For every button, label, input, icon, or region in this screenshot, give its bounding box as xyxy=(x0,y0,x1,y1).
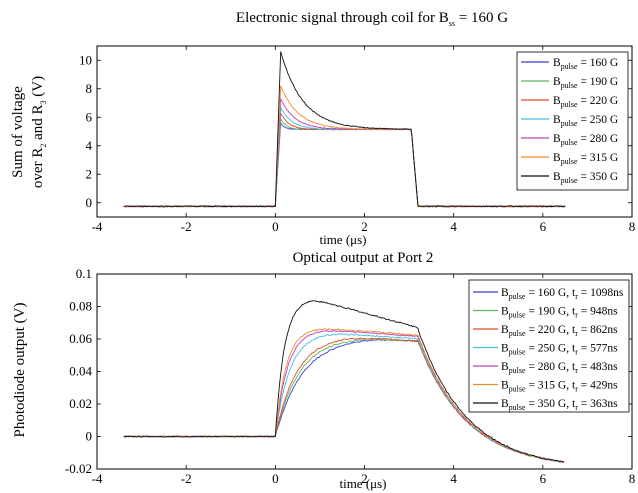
chart-top-legend-entry: Bpulse = 315 G xyxy=(553,152,618,166)
chart-top-xtick-label: 4 xyxy=(450,219,457,234)
chart-top-title: Electronic signal through coil for Bss =… xyxy=(236,10,508,28)
chart-bottom-xtick-label: 0 xyxy=(272,471,279,486)
chart-top-series-line xyxy=(123,111,566,208)
chart-bottom-ytick-label: -0.02 xyxy=(65,461,92,476)
chart-bottom: Optical output at Port 2 -4 -2 0 2 4 6 8 -0.02 0… xyxy=(12,250,635,491)
chart-top-series-line xyxy=(123,107,566,208)
chart-top-series-line xyxy=(123,85,566,208)
chart-bottom-legend-entry: Bpulse = 160 G, tr = 1098ns xyxy=(501,287,624,301)
chart-top: Electronic signal through coil for Bss =… xyxy=(10,10,635,247)
chart-top-xtick-label: -2 xyxy=(181,219,192,234)
chart-top-legend-entry: Bpulse = 280 G xyxy=(553,133,618,147)
chart-bottom-xtick-label: 4 xyxy=(450,471,457,486)
chart-top-ytick-label: 8 xyxy=(86,81,93,96)
chart-top-ylabel-line1: Sum of voltage xyxy=(10,86,26,178)
chart-bottom-ytick-label: 0 xyxy=(86,429,93,444)
chart-bottom-xtick-label: 6 xyxy=(540,471,547,486)
chart-bottom-ytick-label: 0.02 xyxy=(69,396,92,411)
chart-bottom-xtick-label: 2 xyxy=(361,471,368,486)
chart-top-legend-entry: Bpulse = 190 G xyxy=(553,76,618,90)
chart-bottom-title: Optical output at Port 2 xyxy=(293,250,434,266)
chart-top-legend-entry: Bpulse = 220 G xyxy=(553,95,618,109)
chart-bottom-ylabel: Photodiode output (V) xyxy=(12,303,28,438)
chart-bottom-xlabel: time (μs) xyxy=(339,476,386,491)
chart-bottom-ytick-label: 0.04 xyxy=(69,364,92,379)
chart-top-xlabel: time (μs) xyxy=(319,232,366,247)
chart-bottom-legend xyxy=(468,279,630,413)
chart-bottom-xtick-label: 8 xyxy=(629,471,636,486)
chart-bottom-ytick-label: 0.06 xyxy=(69,331,92,346)
chart-top-legend-entry: Bpulse = 350 G xyxy=(553,171,618,185)
chart-bottom-legend-entry: Bpulse = 190 G, tr = 948ns xyxy=(501,306,618,320)
chart-top-ytick-label: 2 xyxy=(86,166,93,181)
chart-top-legend-entry: Bpulse = 160 G xyxy=(553,57,618,71)
chart-top-xtick-label: 2 xyxy=(361,219,368,234)
chart-bottom-legend-entry: Bpulse = 315 G, tr = 429ns xyxy=(501,380,618,394)
chart-top-xtick-label: -4 xyxy=(92,219,103,234)
chart-bottom-ytick-label: 0.1 xyxy=(76,266,92,281)
chart-top-ytick-label: 6 xyxy=(86,109,93,124)
chart-top-ytick-label: 4 xyxy=(86,138,93,153)
chart-top-series-line xyxy=(123,98,566,208)
chart-top-xtick-label: 0 xyxy=(272,219,279,234)
chart-bottom-legend-entry: Bpulse = 280 G, tr = 483ns xyxy=(501,361,618,375)
chart-top-xtick-label: 8 xyxy=(629,219,636,234)
chart-bottom-xtick-label: -2 xyxy=(181,471,192,486)
chart-bottom-ytick-label: 0.08 xyxy=(69,299,92,314)
chart-bottom-series-line xyxy=(123,300,565,463)
chart-bottom-legend-entry: Bpulse = 350 G, tr = 363ns xyxy=(501,398,618,412)
chart-top-ytick-label: 10 xyxy=(79,52,92,67)
chart-top-xtick-label: 6 xyxy=(540,219,547,234)
chart-top-ylabel-line2: over R2 and R3 (V) xyxy=(30,76,48,188)
chart-top-series-line xyxy=(123,120,566,208)
chart-top-series-line xyxy=(123,118,566,208)
chart-top-ytick-label: 0 xyxy=(86,195,93,210)
chart-bottom-legend-entry: Bpulse = 220 G, tr = 862ns xyxy=(501,324,618,338)
chart-top-series-line xyxy=(123,51,566,208)
chart-top-legend-entry: Bpulse = 250 G xyxy=(553,114,618,128)
chart-bottom-xtick-label: -4 xyxy=(92,471,103,486)
chart-bottom-legend-entry: Bpulse = 250 G, tr = 577ns xyxy=(501,343,618,357)
chart-top-legend xyxy=(516,51,629,191)
